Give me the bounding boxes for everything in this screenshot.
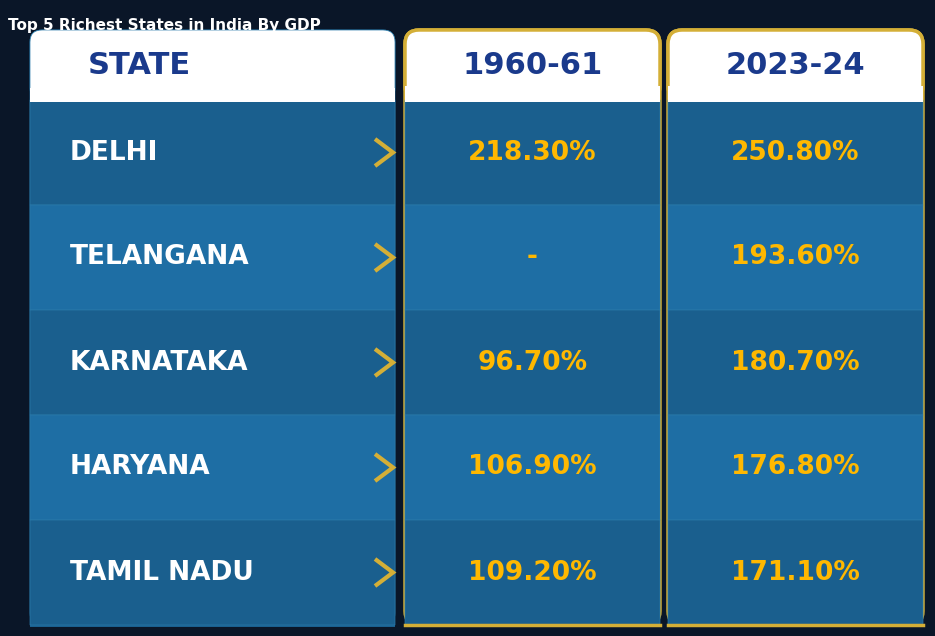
FancyBboxPatch shape [30,520,395,625]
FancyBboxPatch shape [30,100,395,205]
FancyBboxPatch shape [405,100,660,205]
FancyBboxPatch shape [668,611,923,627]
FancyBboxPatch shape [30,30,395,625]
FancyBboxPatch shape [30,415,395,520]
FancyBboxPatch shape [668,205,923,310]
FancyBboxPatch shape [668,100,923,205]
FancyBboxPatch shape [668,30,923,625]
FancyBboxPatch shape [30,30,395,100]
Text: 1960-61: 1960-61 [463,50,603,80]
Text: 96.70%: 96.70% [478,350,587,375]
Text: 2023-24: 2023-24 [726,50,865,80]
FancyBboxPatch shape [405,520,660,625]
Text: 193.60%: 193.60% [731,244,860,270]
Text: TAMIL NADU: TAMIL NADU [70,560,253,586]
FancyBboxPatch shape [668,30,923,100]
Text: KARNATAKA: KARNATAKA [70,350,249,375]
FancyBboxPatch shape [30,205,395,310]
FancyBboxPatch shape [405,86,660,102]
Text: STATE: STATE [88,50,191,80]
FancyBboxPatch shape [405,611,660,627]
Text: TELANGANA: TELANGANA [70,244,250,270]
FancyBboxPatch shape [30,310,395,415]
FancyBboxPatch shape [668,310,923,415]
Text: 180.70%: 180.70% [731,350,860,375]
Text: 106.90%: 106.90% [468,455,597,481]
FancyBboxPatch shape [668,415,923,520]
FancyBboxPatch shape [405,30,660,100]
FancyBboxPatch shape [405,30,660,625]
FancyBboxPatch shape [668,86,923,102]
Text: 218.30%: 218.30% [468,139,597,165]
FancyBboxPatch shape [405,415,660,520]
Text: DELHI: DELHI [70,139,158,165]
Text: 109.20%: 109.20% [468,560,597,586]
FancyBboxPatch shape [405,310,660,415]
Text: 176.80%: 176.80% [731,455,860,481]
Text: Top 5 Richest States in India By GDP: Top 5 Richest States in India By GDP [8,18,321,33]
FancyBboxPatch shape [405,205,660,310]
Text: 250.80%: 250.80% [731,139,860,165]
Text: 171.10%: 171.10% [731,560,860,586]
Text: HARYANA: HARYANA [70,455,210,481]
FancyBboxPatch shape [30,88,395,102]
Text: -: - [527,244,538,270]
FancyBboxPatch shape [30,613,395,627]
FancyBboxPatch shape [668,520,923,625]
